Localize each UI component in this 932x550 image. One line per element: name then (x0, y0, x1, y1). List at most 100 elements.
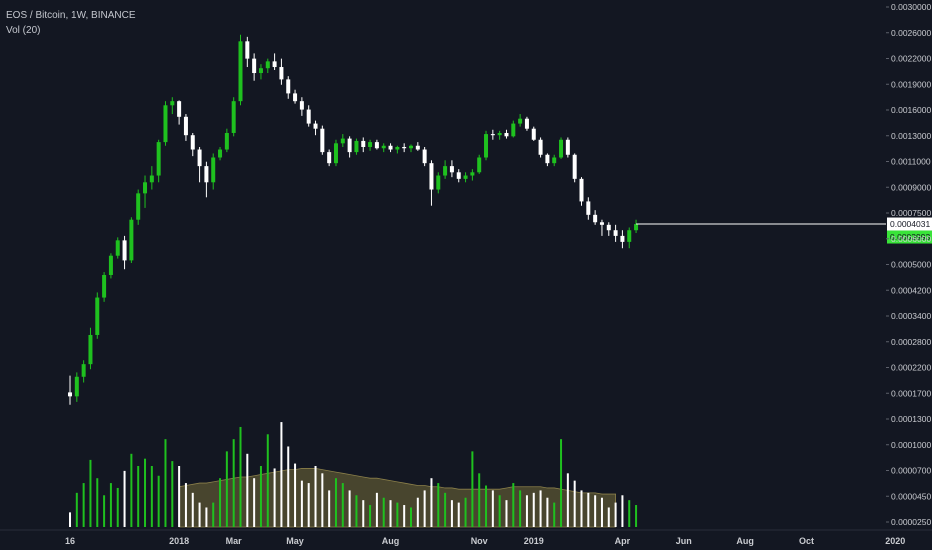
volume-bar (444, 492, 447, 527)
time-axis[interactable]: 162018MarMayAugNov2019AprJunAugOct2020Ap… (0, 529, 932, 546)
volume-bar (75, 492, 78, 527)
price-tick-label: 0.0000250 (891, 517, 931, 527)
volume-bar (478, 473, 481, 527)
volume-bar (532, 492, 535, 527)
candle-body (170, 101, 175, 106)
candle-body (320, 128, 325, 153)
volume-bar (628, 500, 631, 527)
volume-bar (157, 475, 160, 527)
candle-body (572, 154, 577, 179)
volume-bar (491, 490, 494, 527)
volume-bar (144, 458, 147, 527)
candle-body (163, 105, 168, 143)
candle-body (490, 134, 495, 136)
candle-body (293, 93, 298, 102)
volume-bar (621, 495, 624, 527)
candle-body (252, 58, 257, 74)
candle-body (409, 145, 413, 149)
candle-body (429, 163, 434, 190)
volume-bar (519, 490, 522, 527)
volume-bar (348, 490, 351, 527)
volume-bar (300, 480, 303, 527)
volume-bar (573, 480, 576, 527)
candle-body (88, 334, 93, 365)
volume-bar (600, 497, 603, 527)
volume-bar (410, 507, 412, 527)
symbol-title[interactable]: EOS / Bitcoin, 1W, BINANCE (6, 10, 136, 21)
volume-indicator-label[interactable]: Vol (20) (6, 25, 41, 36)
volume-bar (594, 495, 597, 527)
candle-body (402, 146, 407, 149)
last-price-tag-label: 0.0004031 (890, 219, 930, 229)
volume-bar (539, 490, 542, 527)
price-tick-label: 0.0001700 (891, 388, 931, 398)
volume-bar (587, 492, 590, 527)
time-tick-label: May (286, 536, 304, 546)
candle-body (606, 224, 611, 231)
volume-bar (130, 453, 133, 527)
time-tick-label: Apr (615, 536, 631, 546)
volume-bar (280, 422, 283, 527)
candle-body (415, 145, 420, 150)
candle-body (463, 175, 468, 179)
volume-bar (362, 500, 365, 527)
volume-bar (266, 434, 269, 527)
candle-body (149, 175, 154, 183)
volume-bar (150, 466, 153, 527)
candle-body (333, 143, 338, 164)
candle-body (204, 166, 209, 183)
volume-bar (430, 478, 433, 527)
candle-body (218, 149, 223, 158)
price-tick-label: 0.0000700 (891, 466, 931, 476)
price-tick-label: 0.0001300 (891, 414, 931, 424)
volume-bar (471, 451, 474, 527)
price-scale-panel[interactable] (886, 0, 932, 530)
candle-body (279, 67, 284, 80)
volume-bar (328, 490, 331, 527)
time-tick-label: 2018 (169, 536, 189, 546)
candle-body (143, 182, 148, 194)
volume-bar (423, 490, 426, 527)
chart-legend: EOS / Bitcoin, 1W, BINANCE Vol (20) (6, 8, 135, 38)
candlesticks (68, 34, 639, 405)
candle-body (497, 132, 502, 136)
candle-body (449, 166, 454, 173)
price-tick-label: 0.0011000 (891, 157, 931, 167)
candle-body (620, 235, 625, 242)
time-tick-label: 16 (65, 536, 75, 546)
volume-bars (69, 422, 638, 527)
candle-body (395, 146, 400, 150)
candle-body (559, 139, 564, 158)
volume-bar (287, 446, 290, 527)
volume-bar (191, 492, 194, 527)
volume-bar (116, 487, 119, 527)
candle-body (518, 118, 523, 124)
price-tick-label: 0.0009000 (891, 182, 931, 192)
volume-bar (375, 492, 378, 527)
volume-bar (464, 497, 467, 527)
volume-bar (580, 490, 583, 527)
candle-body (552, 157, 557, 164)
volume-bar (232, 439, 235, 527)
candle-body (327, 152, 332, 164)
volume-bar (82, 483, 85, 527)
volume-bar (566, 473, 569, 527)
candle-body (599, 222, 604, 225)
candle-body (484, 134, 489, 158)
candle-body (156, 142, 161, 176)
volume-bar (389, 500, 392, 527)
volume-bar (334, 478, 337, 527)
candle-body (81, 364, 86, 377)
price-axis[interactable]: 0.0030000 0.0026000 0.0022000 0.0019000 0.00… (886, 2, 931, 527)
price-tick-label: 0.0002200 (891, 363, 931, 373)
volume-ma-tag-label: 0.0003993 (890, 232, 930, 242)
candle-body (388, 145, 393, 150)
volume-bar (321, 473, 324, 527)
candle-body (565, 139, 570, 155)
price-tick-label: 0.0026000 (891, 28, 931, 38)
time-tick-label: Aug (382, 536, 400, 546)
volume-bar (259, 466, 262, 527)
candle-body (108, 255, 113, 275)
candle-body (456, 172, 461, 179)
